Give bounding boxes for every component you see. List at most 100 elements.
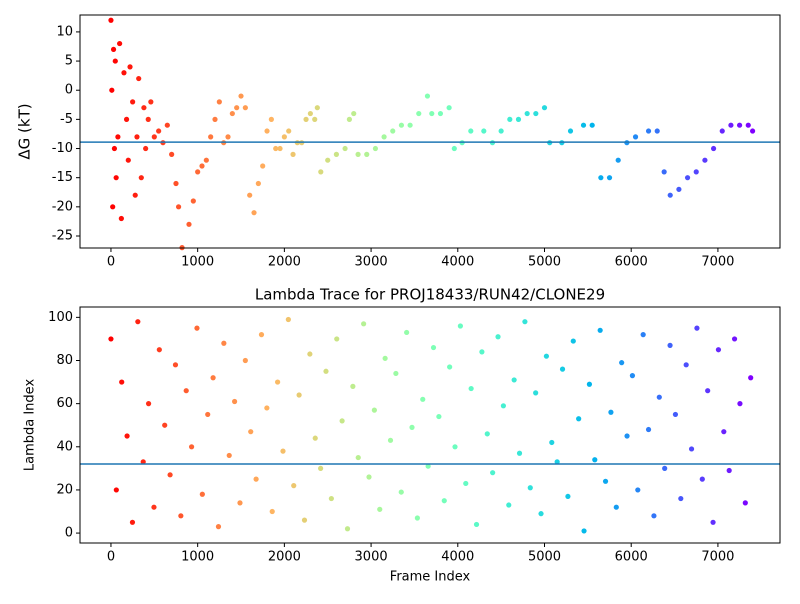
x-tick-label: 4000: [441, 550, 474, 565]
point: [303, 116, 309, 122]
point: [156, 347, 162, 353]
point: [719, 128, 725, 134]
point: [186, 221, 192, 227]
point: [447, 364, 453, 370]
point: [110, 46, 117, 53]
point: [608, 409, 614, 415]
point: [290, 151, 296, 157]
x-axis-label: Frame Index: [390, 570, 471, 585]
x-tick-label: 3000: [355, 550, 388, 565]
point: [615, 157, 621, 163]
point: [661, 169, 667, 175]
point: [407, 122, 413, 128]
point: [141, 105, 147, 111]
point: [255, 180, 261, 187]
point: [632, 134, 639, 140]
axes-frame: [79, 306, 781, 544]
point: [108, 336, 114, 342]
point: [699, 476, 705, 482]
point: [121, 70, 127, 76]
axes-frame: [79, 14, 781, 249]
point: [748, 375, 754, 381]
point: [382, 355, 388, 361]
point: [242, 105, 248, 111]
point: [533, 110, 539, 117]
point: [364, 151, 370, 157]
y-axis-label: Lambda Index: [23, 379, 38, 472]
x-tick-label: 1000: [181, 550, 214, 565]
point: [672, 411, 679, 418]
point: [334, 336, 340, 342]
point: [645, 426, 652, 433]
point: [721, 429, 727, 435]
point: [136, 75, 142, 82]
point: [234, 105, 240, 111]
point: [188, 444, 195, 450]
point: [538, 511, 544, 517]
point: [216, 99, 222, 105]
point: [277, 145, 283, 152]
point: [318, 169, 324, 175]
x-tick-label: 5000: [528, 255, 561, 270]
point: [602, 478, 609, 484]
point: [183, 388, 189, 394]
point: [619, 360, 625, 366]
point: [424, 93, 431, 99]
point: [586, 381, 593, 387]
y-tick-label: 10: [56, 24, 73, 39]
y-tick-label: 80: [56, 353, 73, 368]
point: [286, 128, 292, 134]
point: [468, 128, 474, 134]
point: [339, 418, 345, 424]
point: [132, 192, 138, 198]
point: [468, 385, 474, 392]
point: [342, 145, 348, 152]
point: [212, 116, 218, 122]
point: [436, 413, 442, 420]
point: [248, 429, 254, 435]
y-tick-label: 5: [65, 54, 73, 69]
point: [613, 504, 619, 510]
point: [226, 452, 232, 459]
point: [683, 362, 689, 368]
y-tick-label: -15: [52, 170, 73, 185]
point: [479, 349, 485, 355]
point: [710, 145, 717, 152]
point: [253, 476, 259, 482]
point: [570, 338, 576, 344]
point: [229, 110, 235, 117]
point: [728, 122, 734, 128]
point: [581, 528, 587, 534]
point: [592, 457, 598, 463]
point: [705, 388, 711, 394]
point: [745, 122, 751, 128]
point: [314, 105, 320, 111]
point: [138, 175, 144, 181]
point: [597, 327, 603, 333]
y-tick-label: -25: [52, 228, 73, 243]
point: [635, 487, 641, 493]
point: [390, 128, 396, 134]
point: [307, 351, 313, 357]
point: [377, 506, 383, 512]
y-tick-label: -5: [60, 112, 73, 127]
point: [366, 474, 372, 480]
point: [662, 465, 668, 471]
point: [694, 325, 700, 331]
point: [190, 198, 196, 204]
point: [164, 122, 170, 128]
point: [232, 398, 238, 405]
point: [731, 336, 738, 342]
point: [688, 446, 695, 452]
x-tick-label: 2000: [268, 255, 301, 270]
point: [258, 332, 265, 338]
point: [135, 319, 141, 325]
point: [178, 513, 184, 519]
x-tick-label: 5000: [528, 550, 561, 565]
point: [119, 379, 125, 385]
point: [325, 157, 331, 163]
x-tick-label: 2000: [268, 550, 301, 565]
point: [750, 128, 756, 134]
point: [199, 491, 205, 497]
point: [312, 116, 318, 122]
